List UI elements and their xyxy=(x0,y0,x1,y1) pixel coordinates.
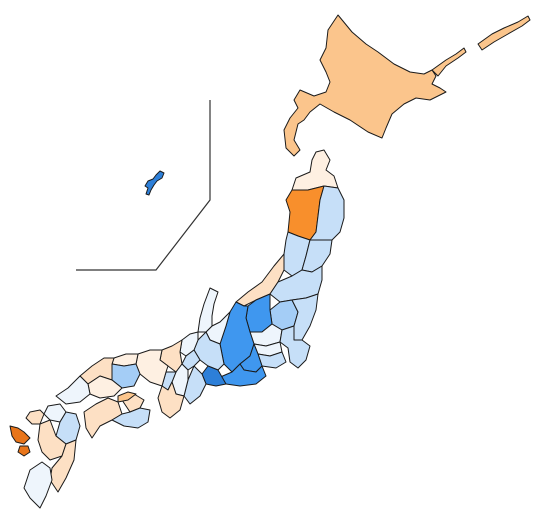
prefecture-ibaraki[interactable] xyxy=(291,293,319,341)
prefecture-okinawa[interactable] xyxy=(144,170,165,196)
prefecture-nagasaki[interactable] xyxy=(9,425,31,445)
prefecture-hiroshima[interactable] xyxy=(87,375,123,399)
prefecture-yamaguchi[interactable] xyxy=(55,375,91,405)
prefecture-kagoshima[interactable] xyxy=(23,461,53,509)
prefecture-hokkaido[interactable] xyxy=(283,14,447,157)
prefecture-saga[interactable] xyxy=(25,409,45,425)
prefecture-hokkaido-islands[interactable] xyxy=(431,47,467,77)
prefecture-hokkaido-islands-2[interactable] xyxy=(477,15,531,51)
prefecture-wakayama[interactable] xyxy=(157,381,185,419)
prefecture-nagasaki-2[interactable] xyxy=(17,445,31,457)
prefecture-chiba[interactable] xyxy=(279,325,311,369)
prefecture-aomori[interactable] xyxy=(291,149,339,191)
prefecture-ishikawa[interactable] xyxy=(197,287,219,333)
prefecture-kochi[interactable] xyxy=(111,407,151,429)
prefecture-kagawa[interactable] xyxy=(117,391,137,403)
okinawa-inset-border xyxy=(76,100,211,271)
prefecture-miyazaki[interactable] xyxy=(49,439,77,493)
